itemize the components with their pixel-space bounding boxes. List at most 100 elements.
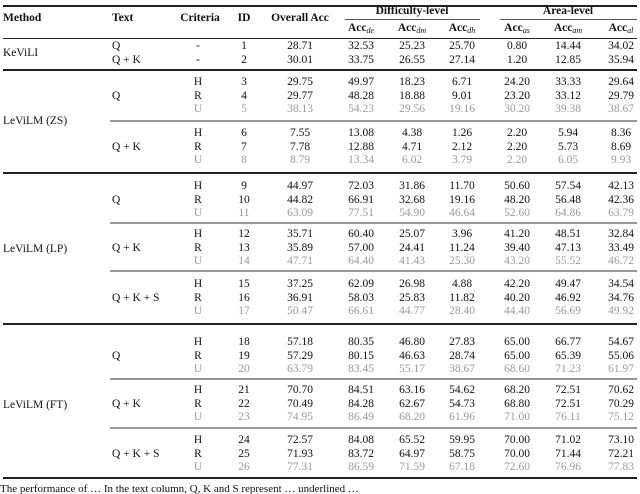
overall-acc-cell: 63.09 [287,207,313,219]
acc-dm-cell: 18.88 [399,89,425,102]
acc-dh-cell: 4.88 [451,278,473,290]
id-cell: 14 [238,255,250,267]
id-cell: 22 [238,397,250,410]
acc-am-cell: 71.23 [555,363,581,375]
criteria-cell: U [193,207,203,219]
acc-dm-cell: 29.56 [399,103,425,115]
acc-al-cell: 34.54 [608,278,634,290]
acc-al-cell: 70.29 [608,397,634,410]
acc-am-cell: 48.51 [555,228,581,240]
acc-dm-cell: 63.16 [399,384,425,396]
acc-as-cell: 43.20 [504,255,530,267]
acc-dh-cell: 2.12 [451,140,473,153]
text-setting: Q + K [112,241,141,254]
acc-de-cell: 33.75 [348,53,374,66]
metric-label: Acc [347,22,367,34]
acc-dm-cell: 24.41 [399,241,425,254]
acc-de-cell: 66.61 [348,305,374,317]
criteria-cell: R [194,140,202,153]
acc-al-cell: 72.21 [608,447,634,460]
acc-dh-cell: 19.16 [449,193,475,206]
overall-acc-cell: 35.71 [287,228,313,240]
acc-dh-cell: 11.82 [449,291,475,304]
id-cell: 21 [238,384,250,396]
acc-am-cell: 76.11 [555,411,581,423]
metric-header-al: Accal [609,22,634,37]
acc-dh-cell: 27.14 [449,53,475,66]
overall-acc-cell: 47.71 [287,255,313,267]
acc-am-cell: 14.44 [555,40,581,52]
acc-am-cell: 5.94 [557,127,579,139]
metric-header-am: Accam [554,22,582,37]
header-text: Text [112,12,134,24]
text-setting: Q + K [112,397,141,410]
acc-dm-cell: 46.63 [399,349,425,362]
method-name: KeViLI [3,47,39,59]
acc-am-cell: 47.13 [555,241,581,254]
criteria-cell: H [193,336,203,348]
overall-acc-cell: 57.18 [287,336,313,348]
criteria-cell: U [193,255,203,267]
overall-acc-cell: 74.95 [287,411,313,423]
acc-dh-cell: 67.18 [449,461,475,473]
acc-am-cell: 33.33 [555,76,581,88]
acc-dh-cell: 46.64 [449,207,475,219]
acc-as-cell: 68.20 [504,384,530,396]
block-separator [110,120,637,122]
acc-de-cell: 72.03 [348,180,374,192]
acc-dm-cell: 41.43 [399,255,425,267]
id-cell: 3 [241,76,247,88]
text-setting: Q + K [112,140,141,153]
acc-dh-cell: 3.96 [451,228,473,240]
acc-al-cell: 8.36 [610,127,632,139]
acc-de-cell: 32.53 [348,40,374,52]
acc-dh-cell: 6.71 [451,76,473,88]
acc-as-cell: 48.20 [504,193,530,206]
metric-header-dm: Accdm [398,22,426,37]
acc-as-cell: 65.00 [504,349,530,362]
id-cell: 15 [238,278,250,290]
acc-dm-cell: 25.23 [399,40,425,52]
id-cell: 17 [238,305,250,317]
overall-acc-cell: 70.70 [287,384,313,396]
text-setting: Q [112,349,121,362]
acc-de-cell: 57.00 [348,241,374,254]
id-cell: 23 [238,411,250,423]
criteria-cell: R [194,291,202,304]
id-cell: 4 [241,89,247,102]
acc-as-cell: 23.20 [504,89,530,102]
acc-as-cell: 42.20 [504,278,530,290]
acc-al-cell: 8.69 [610,140,632,153]
acc-as-cell: 41.20 [504,228,530,240]
overall-acc-cell: 30.01 [287,53,313,66]
id-cell: 6 [241,127,247,139]
header-rule [3,38,637,39]
text-setting: Q [112,40,121,52]
acc-de-cell: 66.91 [348,193,374,206]
acc-dh-cell: 59.95 [449,434,475,446]
acc-al-cell: 9.93 [610,154,632,166]
acc-de-cell: 60.40 [348,228,374,240]
id-cell: 9 [241,180,247,192]
acc-as-cell: 44.40 [504,305,530,317]
acc-am-cell: 76.96 [555,461,581,473]
acc-de-cell: 64.40 [348,255,374,267]
id-cell: 20 [238,363,250,375]
group-separator [3,172,637,174]
criteria-cell: R [194,89,202,102]
acc-de-cell: 13.08 [348,127,374,139]
acc-as-cell: 40.20 [504,291,530,304]
block-separator [110,427,637,429]
overall-acc-cell: 57.29 [287,349,313,362]
acc-dm-cell: 68.20 [399,411,425,423]
acc-am-cell: 6.05 [557,154,579,166]
acc-dm-cell: 46.80 [399,336,425,348]
block-separator [110,378,637,380]
acc-de-cell: 86.49 [348,411,374,423]
acc-dm-cell: 26.55 [399,53,425,66]
criteria-cell: H [193,76,203,88]
acc-al-cell: 61.97 [608,363,634,375]
acc-al-cell: 42.36 [608,193,634,206]
id-cell: 7 [241,140,247,153]
